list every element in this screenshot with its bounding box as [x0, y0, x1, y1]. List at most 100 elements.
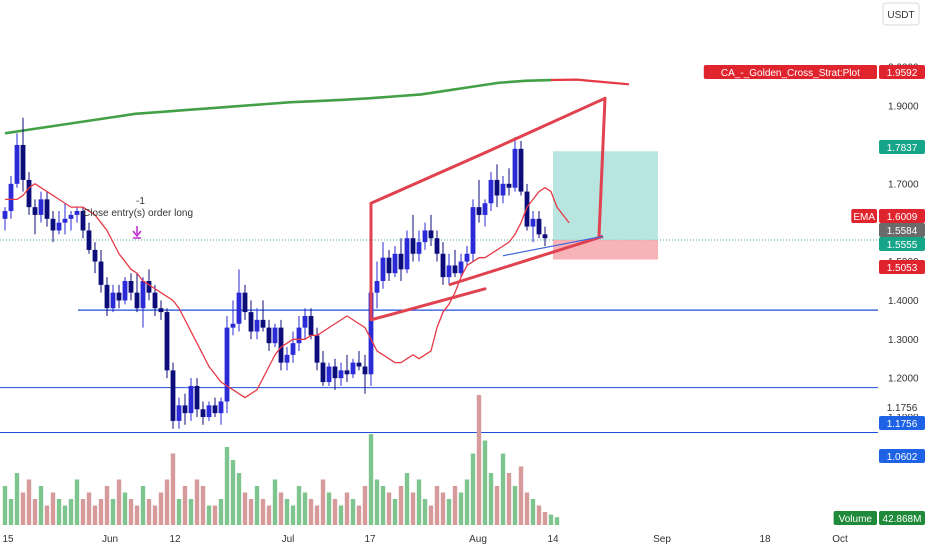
volume-bar — [116, 479, 122, 525]
price-tag-label-bg — [833, 511, 877, 525]
candle-body — [80, 211, 86, 231]
volume-bar — [416, 479, 422, 525]
volume-bar — [332, 499, 338, 525]
candle-body — [518, 148, 524, 192]
x-tick-label: 15 — [2, 534, 14, 545]
candle-body — [356, 362, 362, 367]
candle-body — [326, 366, 332, 383]
price-tag-bg — [879, 449, 925, 463]
volume-bar — [278, 492, 284, 525]
candle-body — [386, 257, 392, 274]
volume-bar — [488, 473, 494, 525]
price-tag-value: 1.5555 — [887, 240, 918, 251]
candle-body — [20, 144, 26, 180]
candle-body — [404, 238, 410, 270]
candle-body — [314, 335, 320, 363]
volume-bar — [440, 492, 446, 525]
x-tick-label: 17 — [364, 534, 376, 545]
volume-bar — [470, 453, 476, 525]
ma200-tail — [550, 78, 630, 86]
price-tag-label: Volume — [839, 514, 873, 525]
volume-bar — [290, 505, 296, 525]
candle-body — [224, 327, 230, 402]
volume-bar — [236, 473, 242, 525]
candle-body — [14, 144, 20, 184]
volume-bar — [524, 492, 530, 525]
candle-body — [62, 218, 68, 223]
volume-bar — [338, 505, 344, 525]
trendline — [483, 96, 607, 155]
target-zone — [553, 151, 658, 240]
x-tick-label: 12 — [169, 534, 181, 545]
volume-bar — [248, 499, 254, 525]
volume-bar — [476, 395, 482, 525]
candle-body — [392, 253, 398, 274]
volume-bar — [320, 479, 326, 525]
candle-body — [338, 370, 344, 379]
candle-body — [428, 230, 434, 239]
x-tick-label: 18 — [759, 534, 771, 545]
price-tag-bg — [879, 400, 925, 414]
volume-bar — [272, 479, 278, 525]
price-tag-bg — [879, 260, 925, 274]
volume-bar — [554, 517, 560, 525]
candle-body — [464, 253, 470, 262]
candle-body — [374, 280, 380, 293]
ema-line — [5, 183, 570, 399]
volume-bar — [170, 453, 176, 525]
candle-body — [50, 218, 56, 231]
price-tag-bg — [879, 140, 925, 154]
volume-bar — [32, 499, 38, 525]
candle-body — [476, 207, 482, 215]
candle-body — [434, 238, 440, 254]
trendline-inner — [502, 235, 604, 257]
volume-bar — [314, 505, 320, 525]
volume-bar — [188, 499, 194, 525]
y-tick-label: 1.9000 — [888, 102, 919, 113]
volume-bar — [500, 453, 506, 525]
volume-bar — [260, 499, 266, 525]
currency-button[interactable] — [882, 2, 920, 26]
candle-body — [194, 385, 200, 410]
candle-body — [266, 327, 272, 344]
volume-bar — [80, 499, 86, 525]
volume-bar — [434, 486, 440, 525]
candle-body — [440, 253, 446, 278]
volume-bar — [206, 505, 212, 525]
price-tag-bg — [879, 65, 925, 79]
volume-bar — [98, 499, 104, 525]
volume-bar — [200, 486, 206, 525]
x-tick-label: Sep — [653, 534, 671, 545]
x-tick-label: Jun — [102, 534, 118, 545]
volume-bar — [122, 492, 128, 525]
price-tag-label-bg — [851, 209, 877, 223]
volume-bar — [254, 486, 260, 525]
long-position-tool[interactable] — [553, 151, 658, 260]
volume-bar — [368, 434, 374, 525]
candle-body — [482, 203, 488, 215]
candle-body — [308, 315, 314, 336]
candle-body — [158, 308, 164, 313]
candle-body — [98, 261, 104, 285]
candle-body — [542, 234, 548, 239]
volume-bar — [26, 479, 32, 525]
volume-bar — [8, 499, 14, 525]
volume-bar — [392, 499, 398, 525]
wedge-pattern[interactable] — [369, 96, 607, 322]
volume-bar — [506, 473, 512, 525]
volume-bar — [428, 505, 434, 525]
volume-bar — [518, 466, 524, 525]
candle-body — [116, 292, 122, 301]
candle-body — [512, 148, 518, 188]
volume-bar — [326, 492, 332, 525]
volume-bar — [50, 492, 56, 525]
candle-body — [320, 362, 326, 383]
volume-bar — [194, 479, 200, 525]
price-tag-label-bg — [703, 65, 877, 79]
volume-bar — [542, 512, 548, 525]
candle-body — [176, 405, 182, 421]
price-tag-value: 1.1756 — [887, 403, 918, 414]
volume-bar — [374, 479, 380, 525]
candle-body — [344, 370, 350, 375]
